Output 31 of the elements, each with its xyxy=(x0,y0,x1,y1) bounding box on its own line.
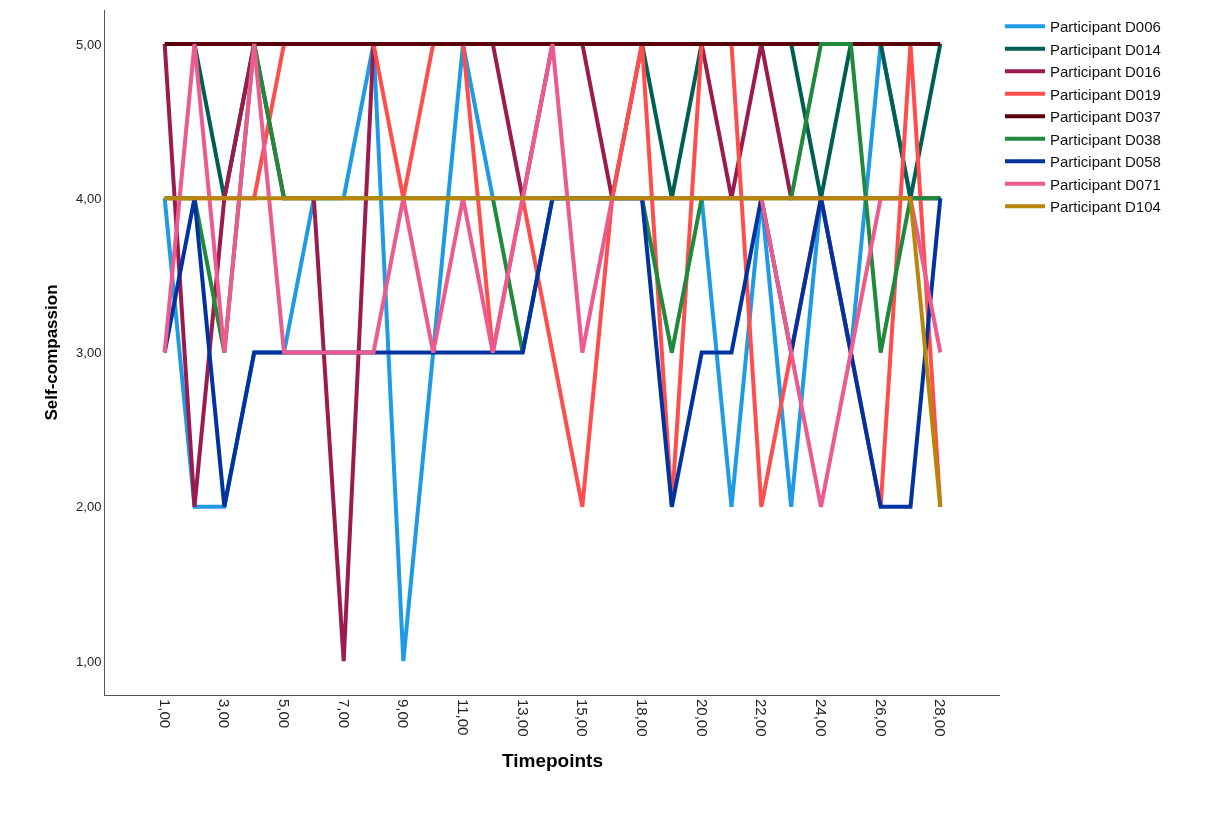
x-tick-label: 24,00 xyxy=(813,699,831,737)
y-tick-label: 5,00 xyxy=(76,36,102,52)
legend-label: Participant D037 xyxy=(1050,108,1161,126)
x-tick-label: 9,00 xyxy=(395,699,413,729)
x-tick-label: 1,00 xyxy=(156,699,174,729)
x-tick-label: 26,00 xyxy=(872,699,890,737)
legend-label: Participant D038 xyxy=(1050,130,1161,148)
line-series xyxy=(162,41,943,509)
legend-label: Participant D014 xyxy=(1050,40,1161,58)
x-tick-label: 22,00 xyxy=(753,699,771,737)
x-tick-label: 5,00 xyxy=(276,699,294,729)
legend-label: Participant D016 xyxy=(1050,63,1161,81)
x-tick-label: 15,00 xyxy=(574,699,592,737)
legend-label: Participant D071 xyxy=(1050,175,1161,193)
y-tick-label: 4,00 xyxy=(76,190,102,206)
legend-label: Participant D058 xyxy=(1050,153,1161,171)
x-tick-label: 28,00 xyxy=(932,699,950,737)
x-tick-label: 13,00 xyxy=(514,699,532,737)
y-tick-label: 1,00 xyxy=(76,653,102,669)
x-axis-title: Timepoints xyxy=(502,750,603,772)
y-tick-label: 3,00 xyxy=(76,345,102,361)
y-tick-label: 2,00 xyxy=(76,499,102,515)
x-tick-label: 18,00 xyxy=(634,699,652,737)
y-axis-title: Self-compassion xyxy=(41,284,61,421)
x-tick-label: 7,00 xyxy=(335,699,353,729)
legend-label: Participant D019 xyxy=(1050,85,1161,103)
legend-label: Participant D006 xyxy=(1050,18,1161,36)
legend-label: Participant D104 xyxy=(1050,198,1161,216)
x-tick-label: 11,00 xyxy=(455,699,473,736)
x-tick-label: 3,00 xyxy=(216,699,234,729)
x-tick-label: 20,00 xyxy=(693,699,711,737)
